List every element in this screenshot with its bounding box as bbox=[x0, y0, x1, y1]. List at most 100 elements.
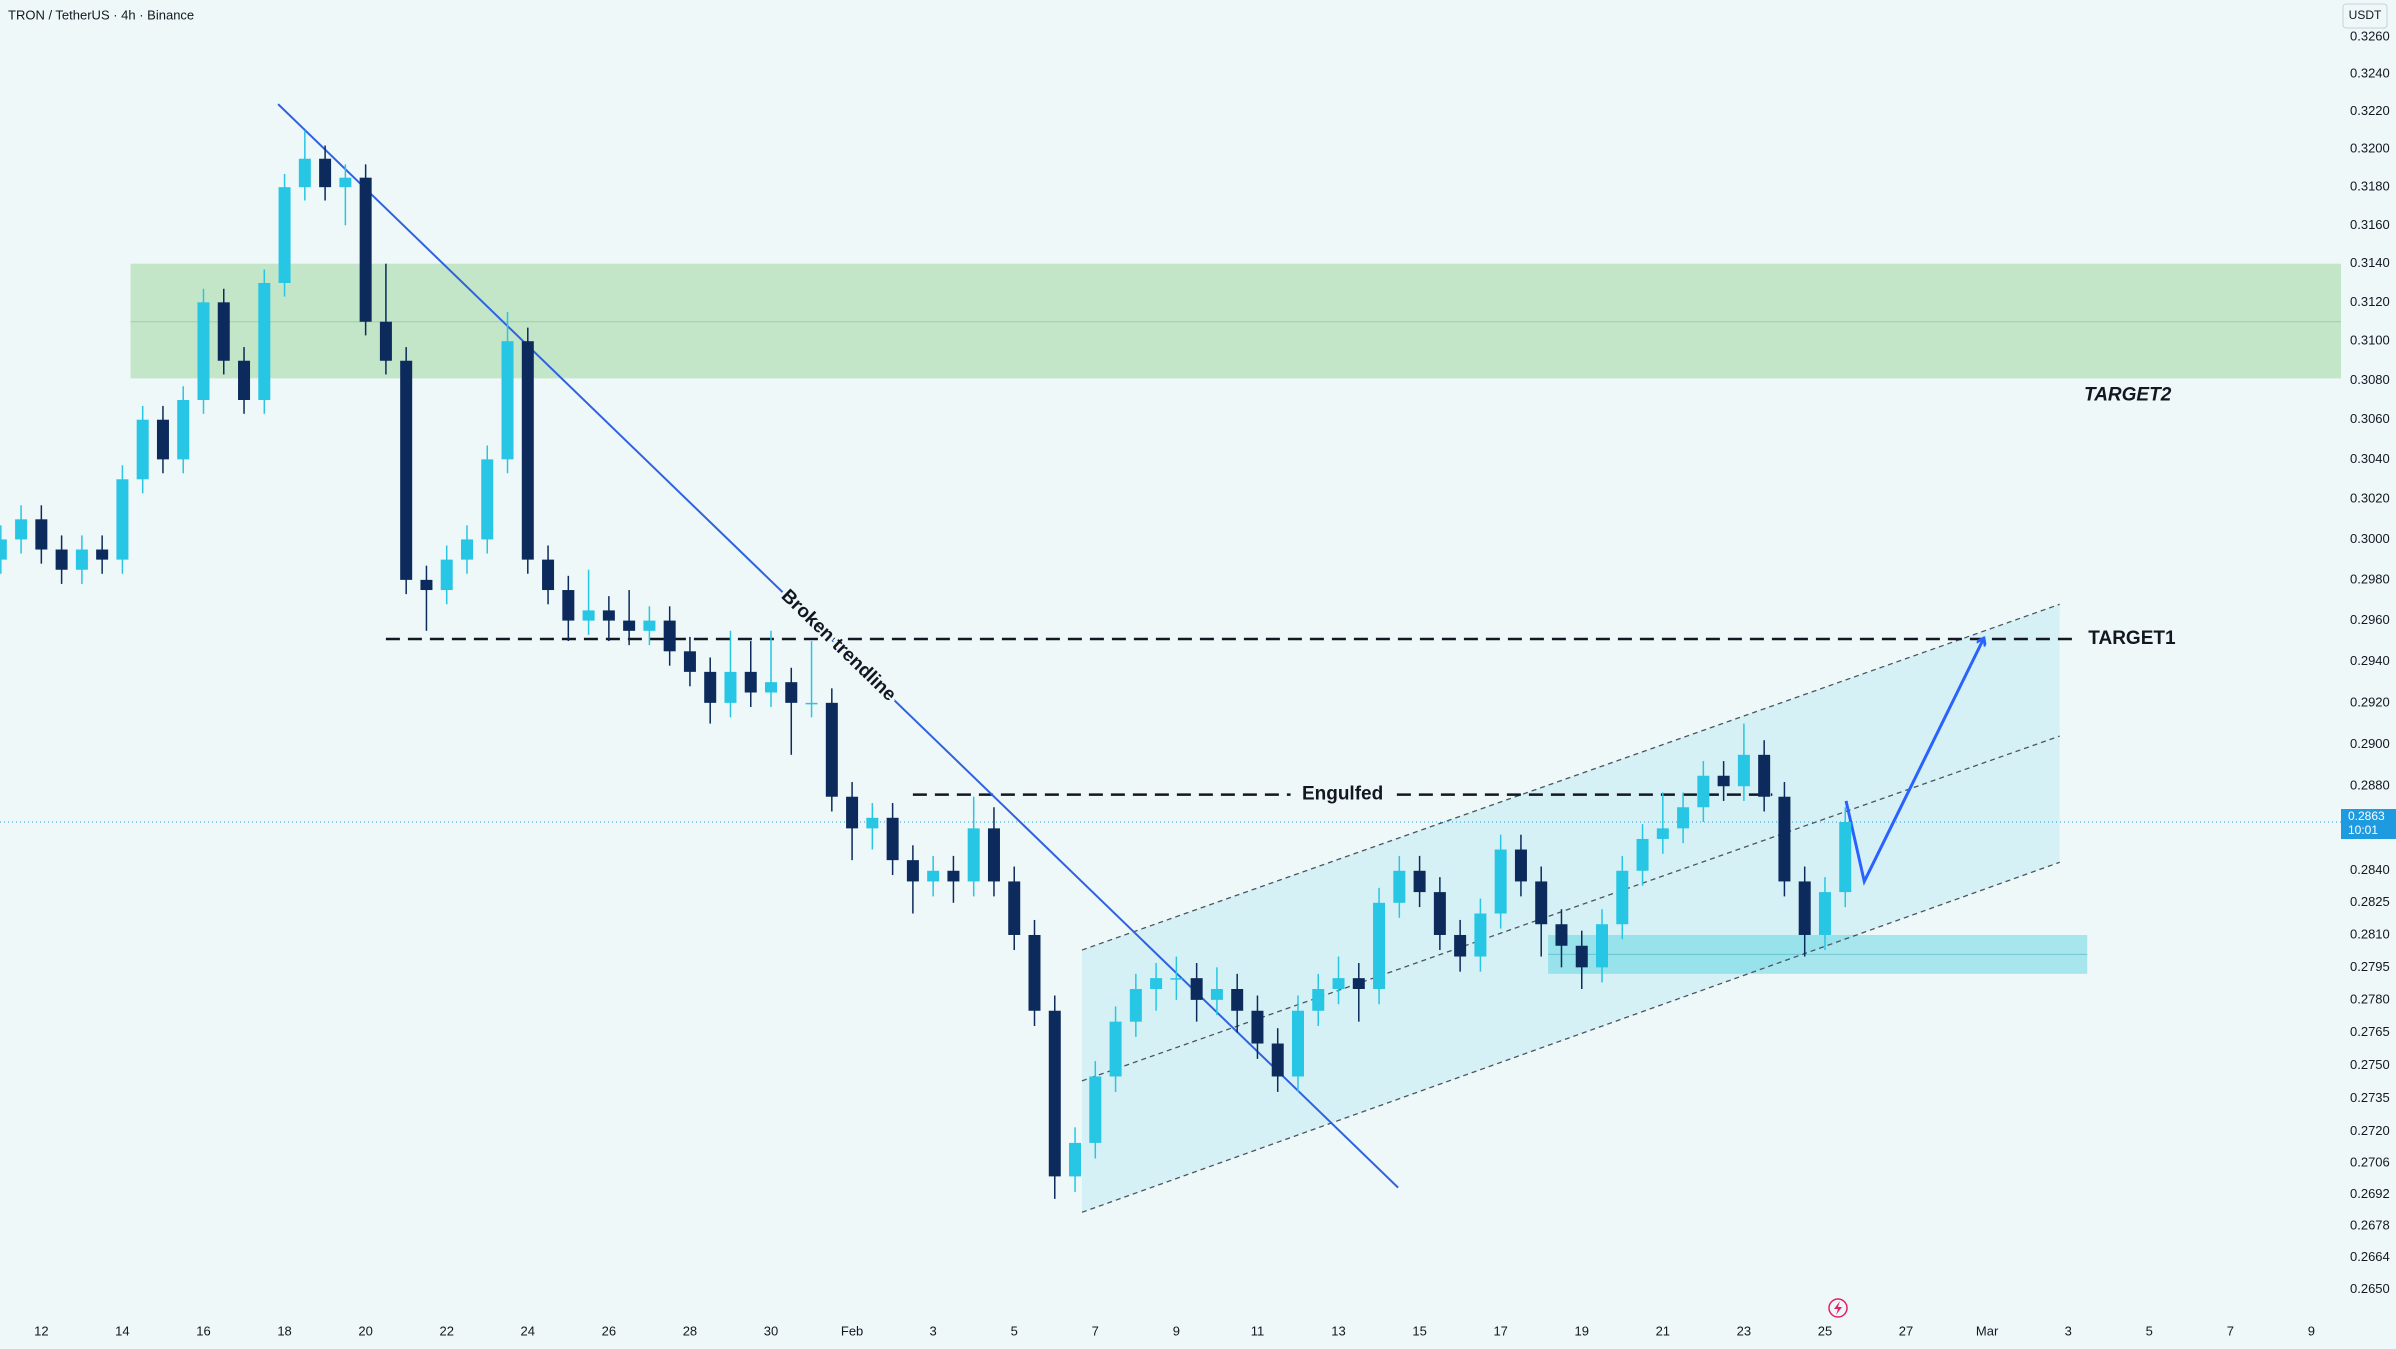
candle-body bbox=[96, 549, 109, 560]
y-tick-label: 0.2880 bbox=[2350, 778, 2390, 793]
candle-body bbox=[1555, 924, 1568, 946]
x-tick-label: 23 bbox=[1737, 1323, 1751, 1338]
candle-body bbox=[947, 870, 960, 882]
candle-body bbox=[1433, 892, 1446, 935]
y-tick-label: 0.2980 bbox=[2350, 571, 2390, 586]
channel-area bbox=[1081, 604, 2060, 1213]
y-tick-label: 0.2692 bbox=[2350, 1186, 2390, 1201]
candle-body bbox=[75, 549, 88, 570]
y-tick-label: 0.3000 bbox=[2350, 531, 2390, 546]
candle-body bbox=[602, 610, 615, 621]
candle-body bbox=[1069, 1142, 1082, 1177]
y-tick-label: 0.3040 bbox=[2350, 451, 2390, 466]
candle-body bbox=[1048, 1010, 1061, 1177]
y-tick-label: 0.3160 bbox=[2350, 217, 2390, 232]
candle-body bbox=[1210, 989, 1223, 1000]
candle-body bbox=[805, 702, 818, 705]
candle-body bbox=[1291, 1010, 1304, 1077]
projection-path bbox=[1844, 639, 1983, 886]
candle-body bbox=[1839, 822, 1852, 893]
y-tick-label: 0.3200 bbox=[2350, 141, 2390, 156]
candle-body bbox=[1352, 978, 1365, 990]
candle-body bbox=[258, 282, 271, 401]
candle-body bbox=[1717, 775, 1730, 787]
y-tick-label: 0.3100 bbox=[2350, 333, 2390, 348]
x-tick-label: 21 bbox=[1656, 1323, 1670, 1338]
candle-body bbox=[825, 702, 838, 797]
y-tick-label: 0.3180 bbox=[2350, 179, 2390, 194]
candle-body bbox=[886, 817, 899, 861]
last-price-label: 0.2863 bbox=[2348, 809, 2385, 823]
alert-icon-ring bbox=[1828, 1298, 1848, 1318]
y-tick-label: 0.2810 bbox=[2350, 926, 2390, 941]
x-tick-label: 25 bbox=[1818, 1323, 1832, 1338]
x-tick-label: 13 bbox=[1331, 1323, 1345, 1338]
y-tick-label: 0.3060 bbox=[2350, 411, 2390, 426]
x-tick-label: 12 bbox=[34, 1323, 48, 1338]
candle-body bbox=[35, 519, 48, 550]
candle-body bbox=[440, 559, 453, 591]
candle-body bbox=[846, 796, 859, 829]
candle-body bbox=[1535, 881, 1548, 925]
x-tick-label: 3 bbox=[2065, 1323, 2072, 1338]
candle-body bbox=[156, 419, 169, 460]
x-tick-label: 5 bbox=[1011, 1323, 1018, 1338]
x-tick-label: Feb bbox=[841, 1323, 863, 1338]
candle-body bbox=[1575, 945, 1588, 968]
candle-body bbox=[1474, 913, 1487, 957]
candle-body bbox=[704, 671, 717, 703]
x-tick-label: Mar bbox=[1976, 1323, 1999, 1338]
countdown-label: 10:01 bbox=[2348, 823, 2378, 837]
y-tick-label: 0.3120 bbox=[2350, 294, 2390, 309]
x-tick-label: 9 bbox=[1173, 1323, 1180, 1338]
candle-body bbox=[1129, 989, 1142, 1022]
candle-body bbox=[623, 620, 636, 631]
candle-body bbox=[643, 620, 656, 631]
y-tick-label: 0.2840 bbox=[2350, 862, 2390, 877]
x-tick-label: 15 bbox=[1412, 1323, 1426, 1338]
engulfed-label-bg bbox=[1290, 781, 1395, 808]
candle-body bbox=[116, 479, 129, 560]
target2-label: TARGET2 bbox=[2084, 384, 2172, 405]
x-tick-label: 11 bbox=[1251, 1323, 1265, 1338]
y-tick-label: 0.2750 bbox=[2350, 1057, 2390, 1072]
target2-zone bbox=[130, 263, 2341, 379]
candle-body bbox=[1170, 978, 1183, 980]
candle-body bbox=[866, 817, 879, 829]
candle-body bbox=[1190, 978, 1203, 1000]
target1-label: TARGET1 bbox=[2088, 628, 2176, 649]
candle-body bbox=[379, 321, 392, 361]
y-tick-label: 0.2940 bbox=[2350, 653, 2390, 668]
channel-middle bbox=[1081, 735, 2060, 1082]
candle-body bbox=[420, 579, 433, 591]
candle-body bbox=[1616, 870, 1629, 925]
y-tick-label: 0.2795 bbox=[2350, 959, 2390, 974]
candle-body bbox=[1008, 881, 1021, 935]
candle-body bbox=[683, 651, 696, 672]
channel-upper bbox=[1081, 603, 2060, 951]
y-tick-label: 0.2706 bbox=[2350, 1154, 2390, 1169]
currency-label: USDT bbox=[2349, 8, 2382, 22]
y-tick-label: 0.2664 bbox=[2350, 1249, 2390, 1264]
y-tick-label: 0.2900 bbox=[2350, 736, 2390, 751]
candle-body bbox=[1596, 924, 1609, 968]
x-tick-label: 7 bbox=[2227, 1323, 2234, 1338]
candle-body bbox=[15, 519, 28, 540]
alert-icon[interactable] bbox=[1828, 1298, 1848, 1318]
x-tick-label: 9 bbox=[2308, 1323, 2315, 1338]
candle-body bbox=[1393, 870, 1406, 903]
x-tick-label: 27 bbox=[1899, 1323, 1913, 1338]
candle-body bbox=[1089, 1076, 1102, 1143]
currency-box bbox=[2342, 3, 2388, 29]
y-tick-label: 0.2735 bbox=[2350, 1090, 2390, 1105]
x-tick-label: 14 bbox=[115, 1323, 129, 1338]
y-tick-label: 0.2650 bbox=[2350, 1281, 2390, 1296]
x-tick-label: 3 bbox=[930, 1323, 937, 1338]
channel-lower bbox=[1081, 861, 2060, 1213]
candle-body bbox=[400, 360, 413, 580]
x-tick-label: 26 bbox=[602, 1323, 616, 1338]
y-tick-label: 0.2960 bbox=[2350, 612, 2390, 627]
candle-body bbox=[1494, 849, 1507, 914]
candle-body bbox=[1656, 828, 1669, 839]
